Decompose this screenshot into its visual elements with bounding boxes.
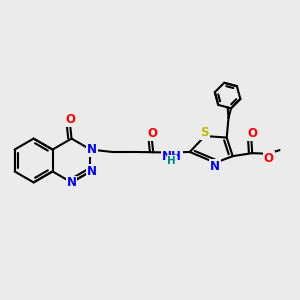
Text: N: N [210,160,220,173]
Text: O: O [147,127,157,140]
Text: O: O [264,152,274,165]
Text: O: O [65,113,75,127]
Text: O: O [247,128,257,140]
Text: N: N [87,143,97,156]
Text: H: H [167,156,176,166]
Text: N: N [67,176,76,190]
Text: S: S [200,126,209,139]
Text: NH: NH [162,150,182,163]
Text: N: N [87,165,97,178]
